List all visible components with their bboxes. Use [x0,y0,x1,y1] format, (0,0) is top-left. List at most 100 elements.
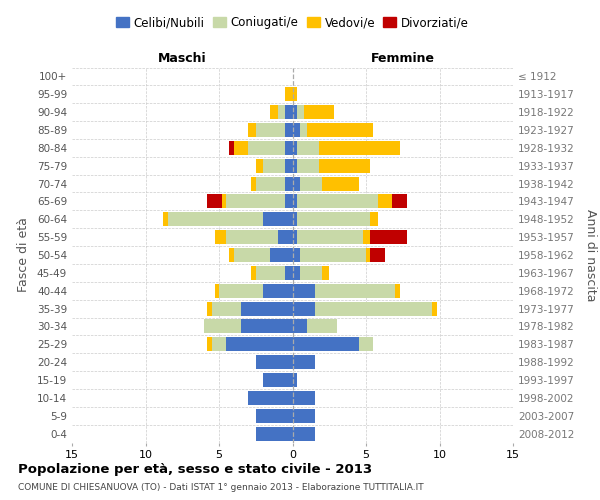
Bar [167,212,263,226]
Y-axis label: Fasce di età: Fasce di età [17,218,30,292]
Bar [285,176,293,190]
Bar [293,426,314,440]
Bar [263,373,293,387]
Bar [293,373,297,387]
Bar [322,176,359,190]
Bar [215,230,226,244]
Text: COMUNE DI CHIESANUOVA (TO) - Dati ISTAT 1° gennaio 2013 - Elaborazione TUTTITALI: COMUNE DI CHIESANUOVA (TO) - Dati ISTAT … [18,484,424,492]
Bar [222,194,226,208]
Bar [366,248,370,262]
Bar [293,141,297,155]
Bar [297,159,319,172]
Bar [207,194,222,208]
Bar [395,284,400,298]
Bar [297,141,319,155]
Bar [229,141,234,155]
Text: Maschi: Maschi [158,52,206,65]
Bar [263,159,285,172]
Bar [370,212,378,226]
Y-axis label: Anni di nascita: Anni di nascita [584,209,597,301]
Bar [314,302,432,316]
Bar [307,123,373,137]
Bar [293,409,314,422]
Bar [293,266,300,280]
Legend: Celibi/Nubili, Coniugati/e, Vedovi/e, Divorziati/e: Celibi/Nubili, Coniugati/e, Vedovi/e, Di… [111,12,474,34]
Bar [215,284,219,298]
Bar [271,105,278,119]
Bar [297,212,370,226]
Bar [370,230,407,244]
Bar [285,159,293,172]
Bar [314,284,395,298]
Bar [293,320,307,334]
Bar [392,194,407,208]
Bar [212,338,226,351]
Bar [378,194,392,208]
Bar [363,230,370,244]
Bar [319,141,400,155]
Bar [219,284,263,298]
Bar [285,105,293,119]
Bar [285,141,293,155]
Bar [300,123,307,137]
Bar [359,338,373,351]
Bar [293,159,297,172]
Bar [229,248,234,262]
Text: Popolazione per età, sesso e stato civile - 2013: Popolazione per età, sesso e stato civil… [18,462,372,475]
Bar [207,338,212,351]
Bar [241,302,293,316]
Bar [248,141,285,155]
Bar [285,123,293,137]
Bar [234,141,248,155]
Bar [297,105,304,119]
Bar [300,248,366,262]
Bar [256,426,293,440]
Bar [241,320,293,334]
Bar [432,302,437,316]
Bar [293,284,314,298]
Bar [293,391,314,405]
Bar [370,248,385,262]
Bar [300,266,322,280]
Bar [293,212,297,226]
Bar [319,159,370,172]
Bar [256,355,293,369]
Bar [256,123,285,137]
Bar [293,302,314,316]
Bar [226,338,293,351]
Bar [248,123,256,137]
Bar [226,230,278,244]
Bar [251,266,256,280]
Bar [278,105,285,119]
Bar [304,105,334,119]
Bar [256,409,293,422]
Bar [278,230,293,244]
Bar [293,230,297,244]
Bar [248,391,293,405]
Bar [293,338,359,351]
Bar [300,176,322,190]
Bar [256,176,285,190]
Bar [293,176,300,190]
Bar [322,266,329,280]
Bar [285,194,293,208]
Bar [204,320,241,334]
Bar [263,212,293,226]
Bar [285,88,293,101]
Bar [207,302,212,316]
Bar [271,248,293,262]
Bar [163,212,167,226]
Bar [293,105,297,119]
Bar [234,248,271,262]
Bar [293,355,314,369]
Bar [212,302,241,316]
Bar [251,176,256,190]
Bar [293,88,297,101]
Bar [293,123,300,137]
Bar [307,320,337,334]
Bar [256,159,263,172]
Text: Femmine: Femmine [371,52,435,65]
Bar [293,194,297,208]
Bar [263,284,293,298]
Bar [285,266,293,280]
